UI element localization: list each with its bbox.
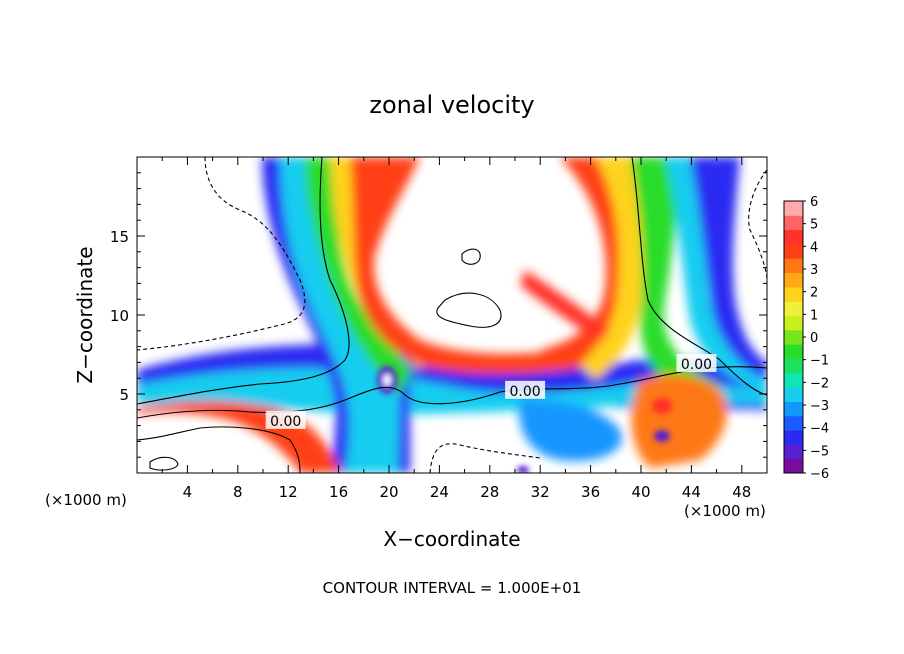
contour-dashed-bottom [429, 443, 541, 473]
colorbar-label: 6 [810, 195, 818, 210]
colorbar-swatch [784, 201, 803, 216]
colorbar-swatch [784, 215, 803, 231]
colorbar-swatch [784, 401, 803, 417]
x-unit-right: (×1000 m) [684, 502, 766, 520]
contour-closed-cell [436, 292, 502, 328]
x-tick-label: 44 [682, 483, 701, 501]
contour-label: 0.00 [509, 384, 540, 400]
chart-title: zonal velocity [369, 91, 534, 119]
colorbar-label: −6 [810, 467, 829, 482]
field-right-plume-blue [690, 157, 767, 380]
contour-label: 0.00 [270, 414, 301, 430]
x-tick-labels: 4 8 12 16 20 24 28 32 36 40 44 48 [183, 483, 752, 501]
colorbar-label: 3 [810, 263, 818, 278]
axis-ticks [137, 157, 767, 473]
colorbar-label: −1 [810, 354, 829, 369]
field-violet-spot [654, 430, 670, 442]
colorbar-swatch [784, 344, 803, 359]
x-tick-label: 36 [581, 483, 600, 501]
colorbar-label: −5 [810, 444, 829, 459]
velocity-field [137, 157, 767, 473]
field-low-cyan-band [137, 368, 767, 414]
contour-dashed-left [137, 157, 306, 351]
contour-zero-lower [137, 366, 767, 419]
colorbar-label: −3 [810, 399, 829, 414]
colorbar-swatch [784, 387, 803, 402]
x-tick-label: 20 [379, 483, 398, 501]
x-tick-label: 48 [732, 483, 751, 501]
field-red-spot [652, 398, 672, 414]
y-tick-label: 10 [110, 307, 129, 325]
colorbar-swatch [784, 229, 803, 245]
colorbar-swatch [784, 272, 803, 288]
contour-label: 0.00 [681, 357, 712, 373]
colorbar-label: 4 [810, 240, 818, 255]
contour-label-bg [265, 410, 306, 429]
field-bottom-blue-pool [519, 400, 622, 461]
colorbar [783, 200, 806, 474]
field-warm-blob [631, 374, 728, 468]
field-left-plume-green [305, 157, 412, 395]
contour-label-bg [505, 380, 546, 399]
y-tick-label: 5 [119, 386, 129, 404]
colorbar-label: −4 [810, 422, 829, 437]
x-tick-label: 8 [233, 483, 243, 501]
contour-zero-right [631, 157, 767, 396]
field-bottom-violet [517, 466, 529, 473]
contour-zero-left [137, 157, 350, 405]
x-tick-label: 24 [430, 483, 449, 501]
colorbar-labels: 6 5 4 3 2 1 0 −1 −2 −3 −4 −5 −6 [810, 195, 829, 482]
field-vortex-center [383, 374, 391, 386]
colorbar-swatch [784, 415, 803, 431]
contour-interval-note: CONTOUR INTERVAL = 1.000E+01 [323, 579, 582, 597]
x-tick-label: 16 [329, 483, 348, 501]
contour-small-loop [461, 248, 481, 265]
x-unit-left: (×1000 m) [45, 491, 127, 509]
x-tick-label: 4 [183, 483, 193, 501]
contour-bottom-left [137, 426, 301, 473]
field-red-streak [520, 270, 610, 342]
colorbar-swatch [784, 286, 803, 302]
contour-bottom-loop [149, 456, 179, 471]
contour-dashed-right [748, 169, 767, 281]
colorbar-swatch [784, 243, 803, 259]
colorbar-swatch [784, 329, 803, 345]
colorbar-swatch [784, 430, 803, 445]
colorbar-swatch [784, 444, 803, 460]
field-right-plume-yellow [580, 157, 650, 380]
colorbar-swatch [784, 358, 803, 374]
field-left-plume-cyan [280, 157, 400, 473]
x-tick-label: 40 [631, 483, 650, 501]
colorbar-label: −2 [810, 376, 829, 391]
x-tick-label: 32 [531, 483, 550, 501]
colorbar-swatch [784, 315, 803, 331]
colorbar-label: 1 [810, 308, 818, 323]
contour-label-bg [676, 353, 717, 372]
colorbar-swatch [784, 301, 803, 317]
colorbar-swatch [784, 258, 803, 274]
colorbar-label: 5 [810, 218, 818, 233]
colorbar-swatch [784, 372, 803, 388]
colorbar-swatch [784, 458, 803, 474]
field-right-plume-cyan [665, 157, 767, 395]
x-tick-label: 12 [279, 483, 298, 501]
x-axis-label: X−coordinate [383, 527, 520, 551]
colorbar-label: 2 [810, 286, 818, 301]
y-tick-labels: 5 10 15 [110, 228, 129, 404]
contour-lines [137, 157, 767, 473]
y-axis-label: Z−coordinate [73, 246, 97, 383]
x-tick-label: 28 [480, 483, 499, 501]
field-right-plume-green [630, 157, 720, 405]
contour-labels: 0.00 0.00 0.00 [265, 353, 717, 430]
colorbar-label: 0 [810, 331, 818, 346]
y-tick-label: 15 [110, 228, 129, 246]
